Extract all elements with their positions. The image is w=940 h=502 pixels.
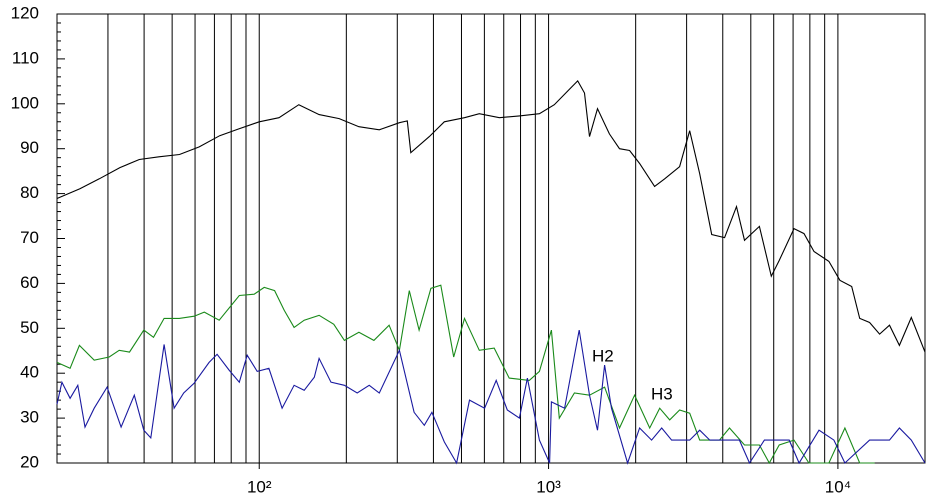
y-tick-label: 20 — [20, 452, 39, 471]
x-tick-label: 10² — [247, 477, 272, 496]
y-tick-label: 60 — [20, 273, 39, 292]
series-line — [56, 329, 926, 465]
series-line — [56, 79, 926, 353]
y-tick-label: 50 — [20, 318, 39, 337]
y-tick-label: 30 — [20, 408, 39, 427]
y-tick-label: 110 — [12, 48, 39, 67]
y-tick-label: 90 — [20, 138, 39, 157]
series-line — [56, 284, 875, 465]
y-tick-label: 80 — [20, 183, 39, 202]
x-tick-label: 10⁴ — [825, 477, 851, 496]
annotation: H2 — [592, 346, 614, 365]
y-tick-label: 100 — [11, 93, 39, 112]
annotation: H3 — [651, 384, 673, 403]
y-tick-label: 70 — [20, 228, 39, 247]
x-tick-label: 10³ — [536, 477, 561, 496]
y-tick-label: 40 — [20, 363, 39, 382]
y-tick-label: 120 — [11, 3, 39, 22]
plot-frame — [56, 13, 926, 464]
